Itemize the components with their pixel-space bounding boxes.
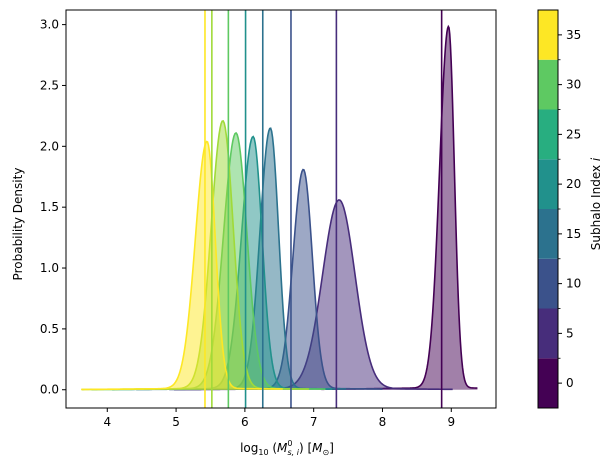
colorbar-tick-label-25: 25 [566, 127, 581, 141]
y-tick-label-0.5: 0.5 [40, 322, 59, 336]
colorbar-band-5 [538, 109, 558, 160]
colorbar-band-4 [538, 159, 558, 209]
y-tick-label-2.5: 2.5 [40, 78, 59, 92]
colorbar-tick-label-0: 0 [566, 376, 574, 390]
colorbar-tick-label-10: 10 [566, 277, 581, 291]
colorbar-tick-label-35: 35 [566, 28, 581, 42]
y-tick-label-0: 0.0 [40, 383, 59, 397]
colorbar: 0 5 10 15 20 25 30 35 [537, 9, 581, 409]
y-tick-label-1.5: 1.5 [40, 200, 59, 214]
x-tick-label-7: 7 [310, 415, 318, 429]
colorbar-band-1 [538, 308, 558, 359]
y-axis-label: Probability Density [11, 168, 25, 281]
density-fill-0 [321, 26, 478, 390]
x-tick-label-9: 9 [447, 415, 455, 429]
x-tick-label-8: 8 [379, 415, 387, 429]
colorbar-tick-label-20: 20 [566, 177, 581, 191]
x-tick-label-6: 6 [241, 415, 249, 429]
y-tick-label-1: 1.0 [40, 261, 59, 275]
colorbar-band-3 [538, 209, 558, 259]
colorbar-band-7 [538, 10, 558, 60]
colorbar-band-2 [538, 258, 558, 309]
colorbar-tick-label-15: 15 [566, 227, 581, 241]
density-line-35 [81, 140, 283, 391]
y-tick-label-3: 3.0 [40, 18, 59, 32]
colorbar-label: Subhalo Index i [589, 157, 603, 250]
x-axis-label: log10 (M0 s, i) [M⊙] [240, 439, 334, 457]
axes-frame [65, 9, 497, 409]
colorbar-tick-label-5: 5 [566, 326, 574, 340]
colorbar-band-6 [538, 59, 558, 110]
y-tick-label-2: 2.0 [40, 139, 59, 153]
x-tick-label-4: 4 [103, 415, 111, 429]
x-tick-label-5: 5 [172, 415, 180, 429]
plot-area [81, 10, 478, 408]
colorbar-tick-label-30: 30 [566, 78, 581, 92]
axes: 4 5 6 7 8 9 0.0 0.5 1.0 1.5 2.0 2.5 3.0 [40, 9, 497, 429]
colorbar-band-0 [538, 358, 558, 408]
